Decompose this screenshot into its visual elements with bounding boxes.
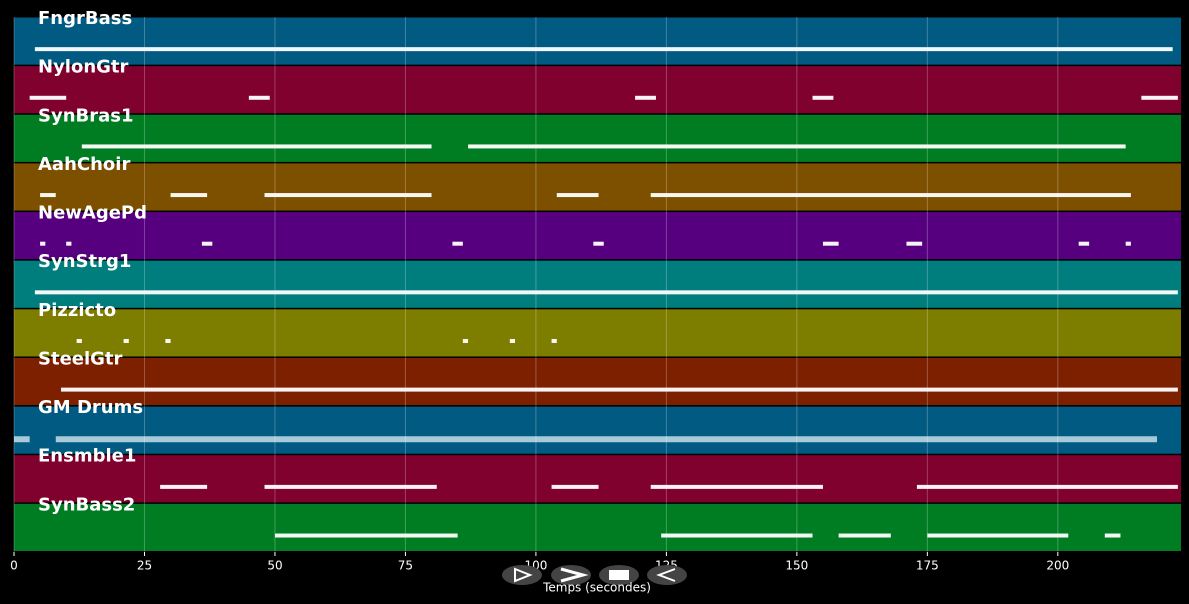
play-icon: [514, 567, 533, 583]
note-span: [34, 290, 1178, 295]
track-label: SynBass2: [38, 494, 135, 515]
note-span: [551, 338, 557, 343]
note-span: [55, 436, 1157, 443]
note-span: [160, 484, 208, 489]
note-span: [838, 533, 891, 538]
note-span: [556, 193, 599, 198]
x-tick-label: 0: [10, 559, 18, 573]
track-label: SynStrg1: [38, 251, 131, 272]
note-span: [650, 193, 1131, 198]
track-label: GM Drums: [38, 397, 143, 418]
note-span: [1104, 533, 1121, 538]
note-span: [916, 484, 1178, 489]
note-span: [468, 144, 1126, 149]
note-span: [81, 144, 432, 149]
x-tick-label: 25: [137, 559, 152, 573]
track-label: Ensmble1: [38, 446, 136, 467]
note-span: [34, 47, 1173, 52]
track-row: [14, 309, 1181, 357]
back-button[interactable]: [647, 565, 687, 585]
note-span: [1125, 241, 1131, 246]
track-label: NylonGtr: [38, 57, 129, 78]
track-label: SteelGtr: [38, 348, 123, 369]
note-span: [906, 241, 923, 246]
note-span: [274, 533, 458, 538]
note-span: [593, 241, 604, 246]
x-tick-label: 175: [916, 559, 939, 573]
note-span: [509, 338, 516, 343]
note-span: [40, 241, 46, 246]
stop-icon: [609, 570, 629, 580]
track-row: [14, 17, 1181, 65]
note-span: [452, 241, 463, 246]
track-row: [14, 260, 1181, 308]
track-row: [14, 163, 1181, 211]
note-span: [1141, 95, 1178, 100]
note-span: [1078, 241, 1090, 246]
x-tick-label: 200: [1046, 559, 1069, 573]
note-span: [812, 95, 834, 100]
track-label: Pizzicto: [38, 300, 116, 321]
x-tick-label: 150: [785, 559, 808, 573]
play-button[interactable]: [502, 565, 542, 585]
note-span: [201, 241, 213, 246]
note-span: [927, 533, 1069, 538]
note-span: [462, 338, 469, 343]
note-span: [66, 241, 72, 246]
note-span: [123, 338, 129, 343]
note-span: [170, 193, 208, 198]
track-row: [14, 114, 1181, 162]
note-span: [248, 95, 270, 100]
note-span: [264, 193, 432, 198]
controls: [502, 565, 687, 585]
track-label: SynBras1: [38, 105, 134, 126]
note-span: [60, 387, 1178, 392]
track-label: NewAgePd: [38, 203, 147, 224]
track-row: [14, 357, 1181, 406]
track-row: [14, 212, 1181, 260]
note-span: [650, 484, 823, 489]
x-tick-label: 75: [398, 559, 413, 573]
note-span: [76, 338, 82, 343]
x-tick-label: 50: [267, 559, 282, 573]
note-span: [29, 95, 67, 100]
track-row: [14, 455, 1181, 503]
track-label: FngrBass: [38, 8, 132, 29]
note-span: [14, 436, 30, 443]
note-span: [40, 193, 56, 198]
x-axis-label: Temps (secondes): [542, 581, 651, 595]
track-row: [14, 503, 1181, 551]
track-row: [14, 406, 1181, 454]
track-row: [14, 66, 1181, 114]
note-span: [661, 533, 813, 538]
note-span: [264, 484, 437, 489]
note-span: [551, 484, 599, 489]
note-span: [635, 95, 656, 100]
forward-icon: [560, 567, 589, 583]
note-span: [165, 338, 171, 343]
back-icon: [656, 568, 676, 582]
note-span: [822, 241, 839, 246]
track-label: AahChoir: [38, 154, 130, 175]
